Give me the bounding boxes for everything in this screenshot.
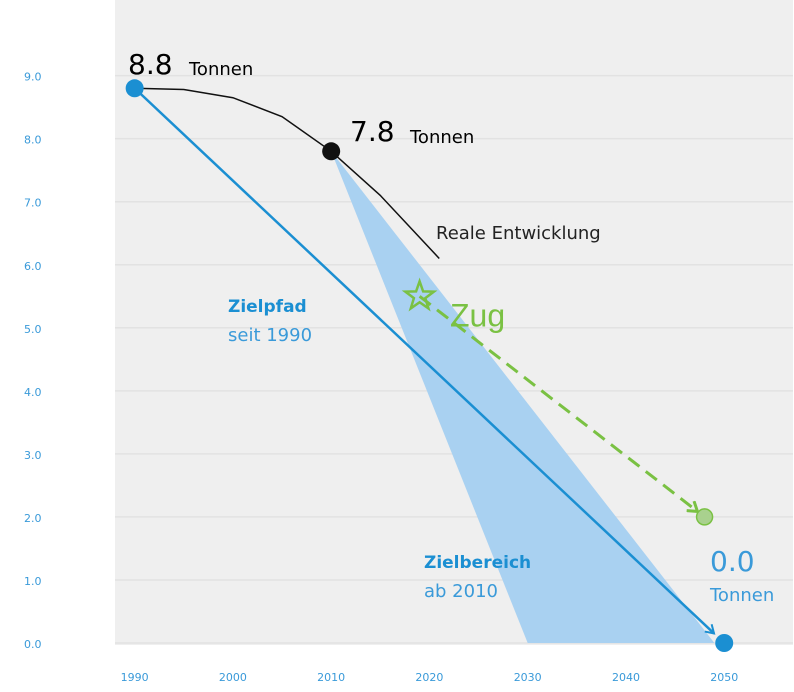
x-tick-label: 2000 (219, 671, 247, 684)
x-tick-label: 1990 (121, 671, 149, 684)
annotation: 8.8 (128, 48, 173, 81)
y-tick-label: 0.0 (24, 638, 42, 651)
point (125, 79, 144, 98)
y-tick-label: 5.0 (24, 323, 42, 336)
train-star (401, 277, 438, 312)
point (715, 634, 734, 652)
annotation: Tonnen (709, 585, 774, 606)
target-path (133, 87, 716, 635)
point (322, 142, 341, 161)
annotation: Zug (450, 297, 505, 333)
real-line (134, 87, 440, 259)
y-tick-label: 1.0 (24, 575, 42, 588)
y-tick-label: 4.0 (24, 386, 42, 399)
y-tick-label: 3.0 (24, 449, 42, 462)
annotation: Tonnen (188, 59, 253, 80)
train-end (695, 508, 714, 526)
x-tick-label: 2040 (612, 671, 640, 684)
y-tick-label: 9.0 (24, 71, 42, 84)
x-tick-label: 2030 (514, 671, 542, 684)
y-tick-label: 6.0 (24, 260, 42, 273)
train-arrow (418, 295, 698, 511)
x-tick-label: 2050 (710, 671, 738, 684)
y-tick-label: 8.0 (24, 134, 42, 147)
target-area (331, 151, 715, 643)
annotation: Zielbereich (424, 553, 531, 573)
annotation: Reale Entwicklung (436, 223, 601, 244)
x-tick-label: 2010 (317, 671, 345, 684)
x-tick-label: 2020 (415, 671, 443, 684)
annotation: Tonnen (409, 127, 474, 148)
annotation: seit 1990 (228, 325, 312, 346)
annotation: Zielpfad (228, 297, 307, 317)
annotation: 0.0 (710, 545, 755, 578)
y-tick-label: 7.0 (24, 197, 42, 210)
annotation: ab 2010 (424, 581, 498, 602)
annotation: 7.8 (350, 115, 395, 148)
y-tick-label: 2.0 (24, 512, 42, 525)
